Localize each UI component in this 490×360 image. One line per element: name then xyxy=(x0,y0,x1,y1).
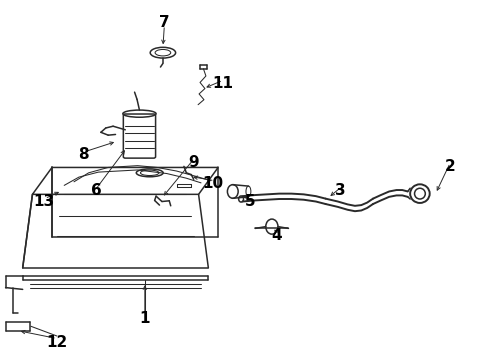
Text: 11: 11 xyxy=(213,76,234,91)
Text: 7: 7 xyxy=(159,15,170,30)
Text: 8: 8 xyxy=(78,147,89,162)
Text: 1: 1 xyxy=(140,311,150,325)
Text: 2: 2 xyxy=(445,159,456,174)
Text: 13: 13 xyxy=(33,194,54,209)
Text: 6: 6 xyxy=(91,183,101,198)
Text: 10: 10 xyxy=(203,176,224,191)
Text: 12: 12 xyxy=(46,334,68,350)
Text: 3: 3 xyxy=(335,183,345,198)
Text: 9: 9 xyxy=(188,154,199,170)
Text: 5: 5 xyxy=(245,194,255,209)
Text: 4: 4 xyxy=(271,228,282,243)
